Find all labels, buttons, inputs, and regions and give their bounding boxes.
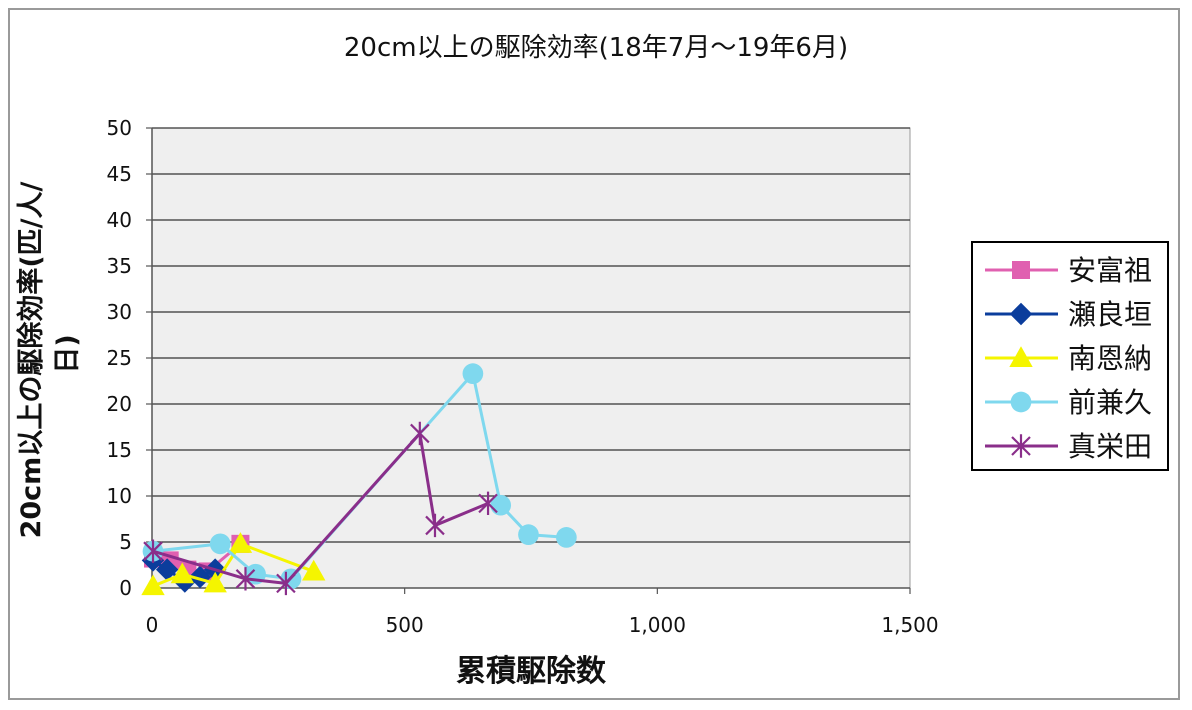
legend-item: 真栄田 xyxy=(985,430,1152,463)
legend-marker xyxy=(1012,261,1030,279)
data-point xyxy=(203,571,227,593)
y-tick-label: 15 xyxy=(107,438,132,462)
y-tick-label: 25 xyxy=(107,346,132,370)
data-point xyxy=(143,539,163,563)
legend-marker xyxy=(1009,302,1033,326)
y-tick-label: 40 xyxy=(107,208,132,232)
series-layer xyxy=(141,363,577,596)
legend-label: 安富祖 xyxy=(1068,254,1152,287)
y-tick-label: 30 xyxy=(107,300,132,324)
y-tick-label: 45 xyxy=(107,162,132,186)
y-tick-label: 35 xyxy=(107,254,132,278)
legend-label: 真栄田 xyxy=(1068,430,1152,463)
x-axis-ticks: 0 500 1,000 1,500 xyxy=(146,588,939,637)
legend-label: 南恩納 xyxy=(1068,342,1152,375)
y-tick-label: 20 xyxy=(107,392,132,416)
y-axis-title-line1: 20cm以上の駆除効率(匹/人/ xyxy=(15,181,47,538)
data-point xyxy=(188,565,212,589)
data-point xyxy=(462,363,484,384)
series-line xyxy=(152,431,489,585)
legend-label: 瀬良垣 xyxy=(1068,298,1152,331)
y-axis-title-line2: 日) xyxy=(52,334,83,373)
data-point xyxy=(155,558,179,581)
data-point xyxy=(235,567,256,591)
y-tick-label: 5 xyxy=(119,530,132,554)
series-5 xyxy=(143,421,498,596)
x-axis-title: 累積駆除数 xyxy=(456,654,607,689)
y-tick-label: 0 xyxy=(119,576,132,600)
legend-item: 南恩納 xyxy=(985,342,1152,375)
data-point xyxy=(209,533,231,555)
legend-label: 前兼久 xyxy=(1068,386,1152,419)
data-point xyxy=(141,574,165,596)
y-tick-label: 50 xyxy=(107,116,132,140)
data-point xyxy=(425,513,445,538)
legend-marker xyxy=(1011,434,1031,458)
data-point xyxy=(410,421,430,446)
data-point xyxy=(276,571,296,596)
data-point xyxy=(518,524,539,545)
legend-marker xyxy=(1009,346,1033,367)
legend-box xyxy=(971,241,1169,471)
x-tick-label: 1,000 xyxy=(629,613,686,637)
data-point xyxy=(170,562,195,584)
y-tick-label: 10 xyxy=(107,484,132,508)
legend-item: 前兼久 xyxy=(985,386,1152,419)
data-point xyxy=(302,559,326,581)
y-axis-ticks: 0 5 10 15 20 25 30 35 40 45 50 xyxy=(107,116,152,600)
legend-item: 瀬良垣 xyxy=(985,298,1152,331)
legend-marker xyxy=(1010,391,1032,413)
data-point xyxy=(556,527,577,548)
series-3 xyxy=(141,532,326,596)
chart-title: 20cm以上の駆除効率(18年7月～19年6月) xyxy=(344,33,848,63)
legend-item: 安富祖 xyxy=(985,254,1152,287)
x-tick-label: 500 xyxy=(386,613,424,637)
x-tick-label: 1,500 xyxy=(881,613,938,637)
data-point xyxy=(478,491,498,516)
x-tick-label: 0 xyxy=(146,613,159,637)
data-point xyxy=(228,532,253,553)
gridlines xyxy=(152,127,910,543)
